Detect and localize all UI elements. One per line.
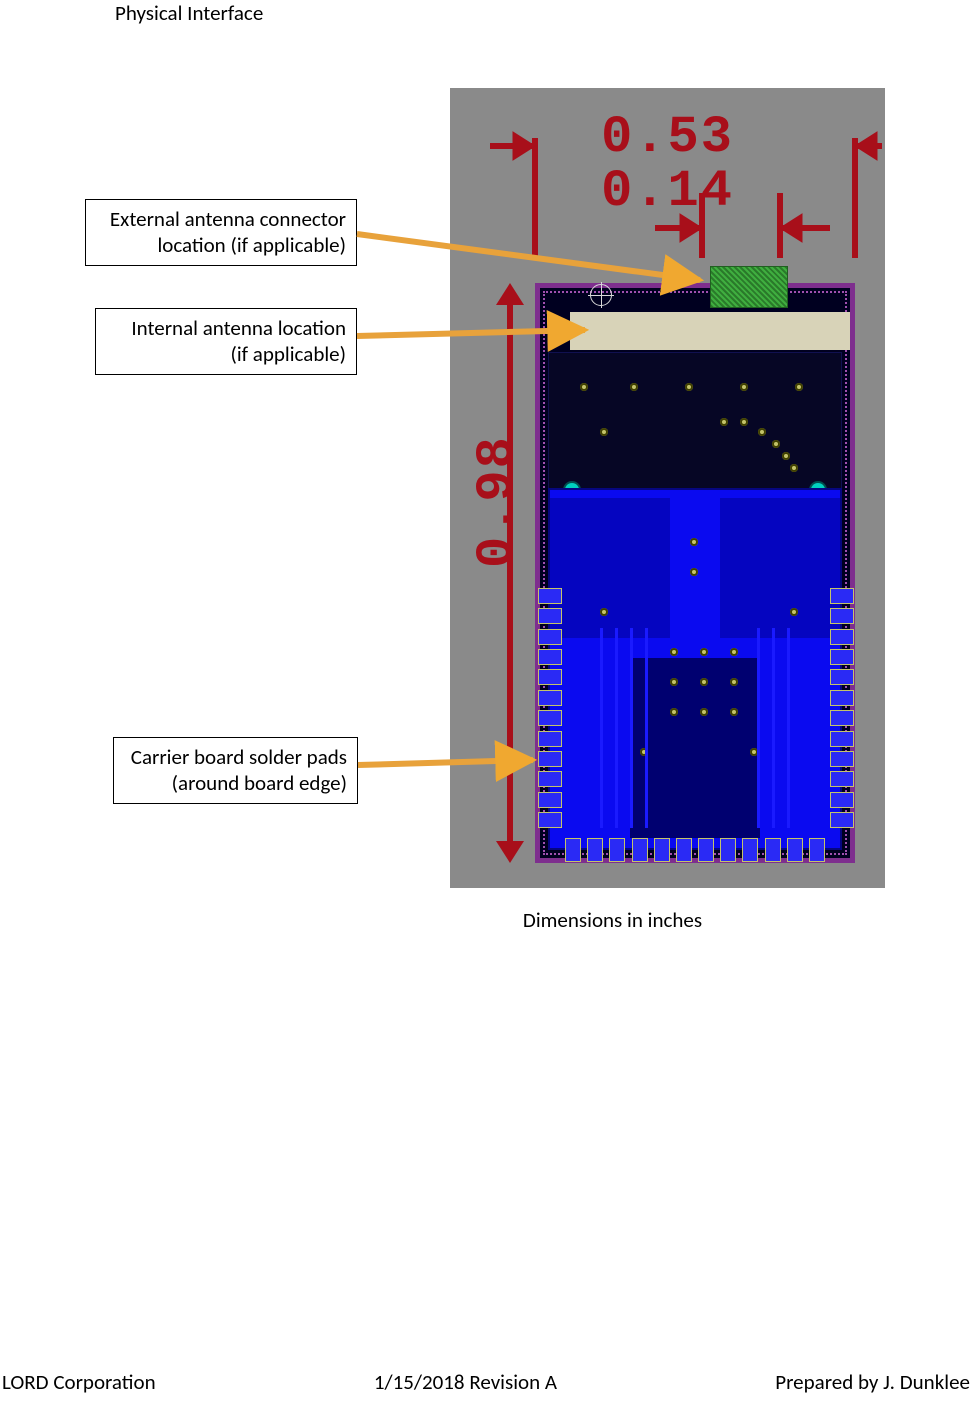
external-antenna-connector xyxy=(710,266,788,308)
callout-line: Carrier board solder pads xyxy=(124,744,347,770)
crosshair-icon xyxy=(590,284,612,306)
diagram-caption: Dimensions in inches xyxy=(395,907,830,933)
footer-revision: 1/15/2018 Revision A xyxy=(374,1369,557,1395)
solder-pads-right xyxy=(830,588,852,828)
callout-line: (if applicable) xyxy=(106,341,346,367)
callout-line: External antenna connector xyxy=(96,206,346,232)
callout-solder-pads: Carrier board solder pads (around board … xyxy=(113,737,358,804)
solder-pads-bottom xyxy=(565,838,825,860)
solder-pads-left xyxy=(538,588,560,828)
footer-author: Prepared by J. Dunklee xyxy=(775,1369,970,1395)
callout-internal-antenna: Internal antenna location (if applicable… xyxy=(95,308,357,375)
dimension-arrows-top xyxy=(450,88,885,278)
pcb-diagram: 0.53 0.14 0.98 xyxy=(450,88,885,888)
callout-line: Internal antenna location xyxy=(106,315,346,341)
callout-external-antenna: External antenna connector location (if … xyxy=(85,199,357,266)
internal-antenna xyxy=(570,312,850,350)
footer-company: LORD Corporation xyxy=(2,1369,156,1395)
page-footer: LORD Corporation 1/15/2018 Revision A Pr… xyxy=(0,1369,972,1395)
page-section-title: Physical Interface xyxy=(115,0,263,26)
dimension-height-value: 0.98 xyxy=(468,435,527,568)
callout-line: location (if applicable) xyxy=(96,232,346,258)
pcb-board xyxy=(535,283,855,863)
dimension-arrow-height xyxy=(505,283,515,863)
callout-line: (around board edge) xyxy=(124,770,347,796)
